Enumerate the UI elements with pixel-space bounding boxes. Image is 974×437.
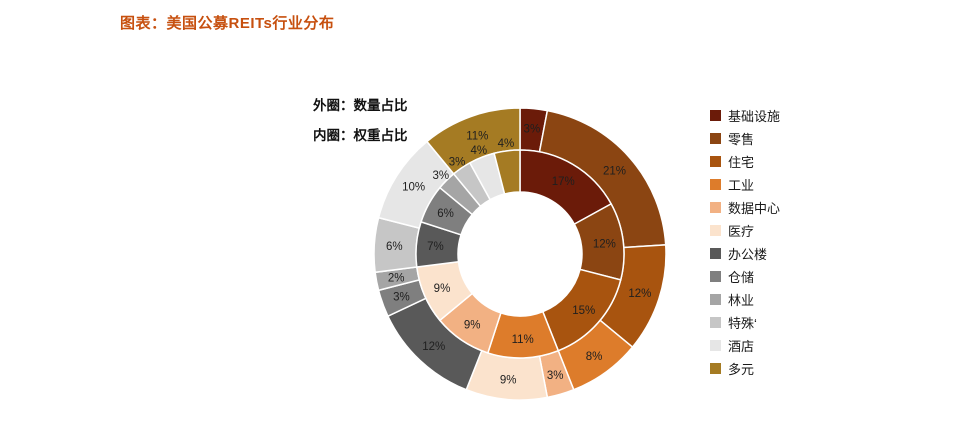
- legend-item-hotel: 酒店: [710, 336, 780, 354]
- legend-label-industrial: 工业: [728, 177, 755, 193]
- segment-label-data-center-outer: 3%: [547, 370, 564, 382]
- legend-item-diversified: 多元: [710, 359, 780, 377]
- outer-ring-annotation: 外圈：数量占比: [313, 98, 408, 113]
- segment-label-specialty-outer: 6%: [386, 241, 403, 253]
- legend-swatch-specialty: [710, 316, 721, 328]
- segment-label-industrial-outer: 8%: [586, 351, 603, 363]
- segment-label-infrastructure-inner: 17%: [552, 176, 575, 188]
- segment-label-retail-outer: 21%: [603, 166, 626, 178]
- legend-label-self-storage: 仓储: [728, 269, 755, 285]
- legend-label-timber: 林业: [728, 292, 755, 308]
- legend-item-office: 办公楼: [710, 244, 780, 262]
- legend: 基础设施零售住宅工业数据中心医疗办公楼仓储林业特殊‘ 酒店多元: [710, 106, 780, 377]
- segment-label-hotel-outer: 10%: [402, 182, 425, 194]
- segment-label-timber-outer: 2%: [388, 273, 405, 285]
- segment-label-hotel-inner: 4%: [470, 145, 487, 157]
- legend-label-specialty: 特殊‘: [728, 315, 757, 331]
- legend-item-healthcare: 医疗: [710, 221, 780, 239]
- legend-swatch-self-storage: [710, 270, 721, 282]
- legend-label-residential: 住宅: [728, 154, 755, 170]
- legend-swatch-infrastructure: [710, 109, 721, 121]
- segment-label-infrastructure-outer: 3%: [524, 124, 541, 136]
- segment-label-healthcare-inner: 9%: [434, 283, 451, 295]
- segment-label-self-storage-inner: 6%: [437, 208, 454, 220]
- legend-label-healthcare: 医疗: [728, 223, 755, 239]
- page-title: 图表：美国公募REITs行业分布: [120, 15, 335, 32]
- legend-item-self-storage: 仓储: [710, 267, 780, 285]
- legend-swatch-residential: [710, 155, 721, 167]
- segment-label-self-storage-outer: 3%: [393, 292, 410, 304]
- legend-swatch-industrial: [710, 178, 721, 190]
- segment-label-residential-outer: 12%: [628, 288, 651, 300]
- legend-label-office: 办公楼: [728, 246, 768, 262]
- segment-label-office-outer: 12%: [422, 341, 445, 353]
- segment-label-diversified-inner: 4%: [498, 138, 515, 150]
- segment-label-healthcare-outer: 9%: [500, 374, 517, 386]
- legend-swatch-timber: [710, 293, 721, 305]
- segment-diversified-inner: [493, 149, 521, 195]
- segment-label-office-inner: 7%: [427, 241, 444, 253]
- legend-item-residential: 住宅: [710, 152, 780, 170]
- legend-swatch-office: [710, 247, 721, 259]
- legend-swatch-retail: [710, 132, 721, 144]
- legend-item-industrial: 工业: [710, 175, 780, 193]
- segment-label-specialty-inner: 3%: [449, 156, 466, 168]
- legend-swatch-data-center: [710, 201, 721, 213]
- legend-item-infrastructure: 基础设施: [710, 106, 780, 124]
- legend-item-data-center: 数据中心: [710, 198, 780, 216]
- legend-label-hotel: 酒店: [728, 338, 755, 354]
- segment-label-diversified-outer: 11%: [466, 130, 488, 142]
- legend-label-retail: 零售: [728, 131, 755, 147]
- legend-label-diversified: 多元: [728, 361, 755, 377]
- legend-label-infrastructure: 基础设施: [728, 108, 781, 124]
- inner-ring-annotation: 内圈：权重占比: [313, 128, 408, 143]
- segment-label-data-center-inner: 9%: [464, 319, 481, 331]
- segment-label-residential-inner: 15%: [572, 305, 595, 317]
- legend-swatch-diversified: [710, 362, 721, 374]
- legend-label-data-center: 数据中心: [728, 200, 781, 216]
- legend-swatch-healthcare: [710, 224, 721, 236]
- legend-item-timber: 林业: [710, 290, 780, 308]
- segment-label-industrial-inner: 11%: [512, 334, 534, 346]
- segment-label-retail-inner: 12%: [593, 238, 616, 250]
- legend-item-specialty: 特殊‘: [710, 313, 780, 331]
- legend-item-retail: 零售: [710, 129, 780, 147]
- legend-swatch-hotel: [710, 339, 721, 351]
- segment-label-timber-inner: 3%: [432, 170, 449, 182]
